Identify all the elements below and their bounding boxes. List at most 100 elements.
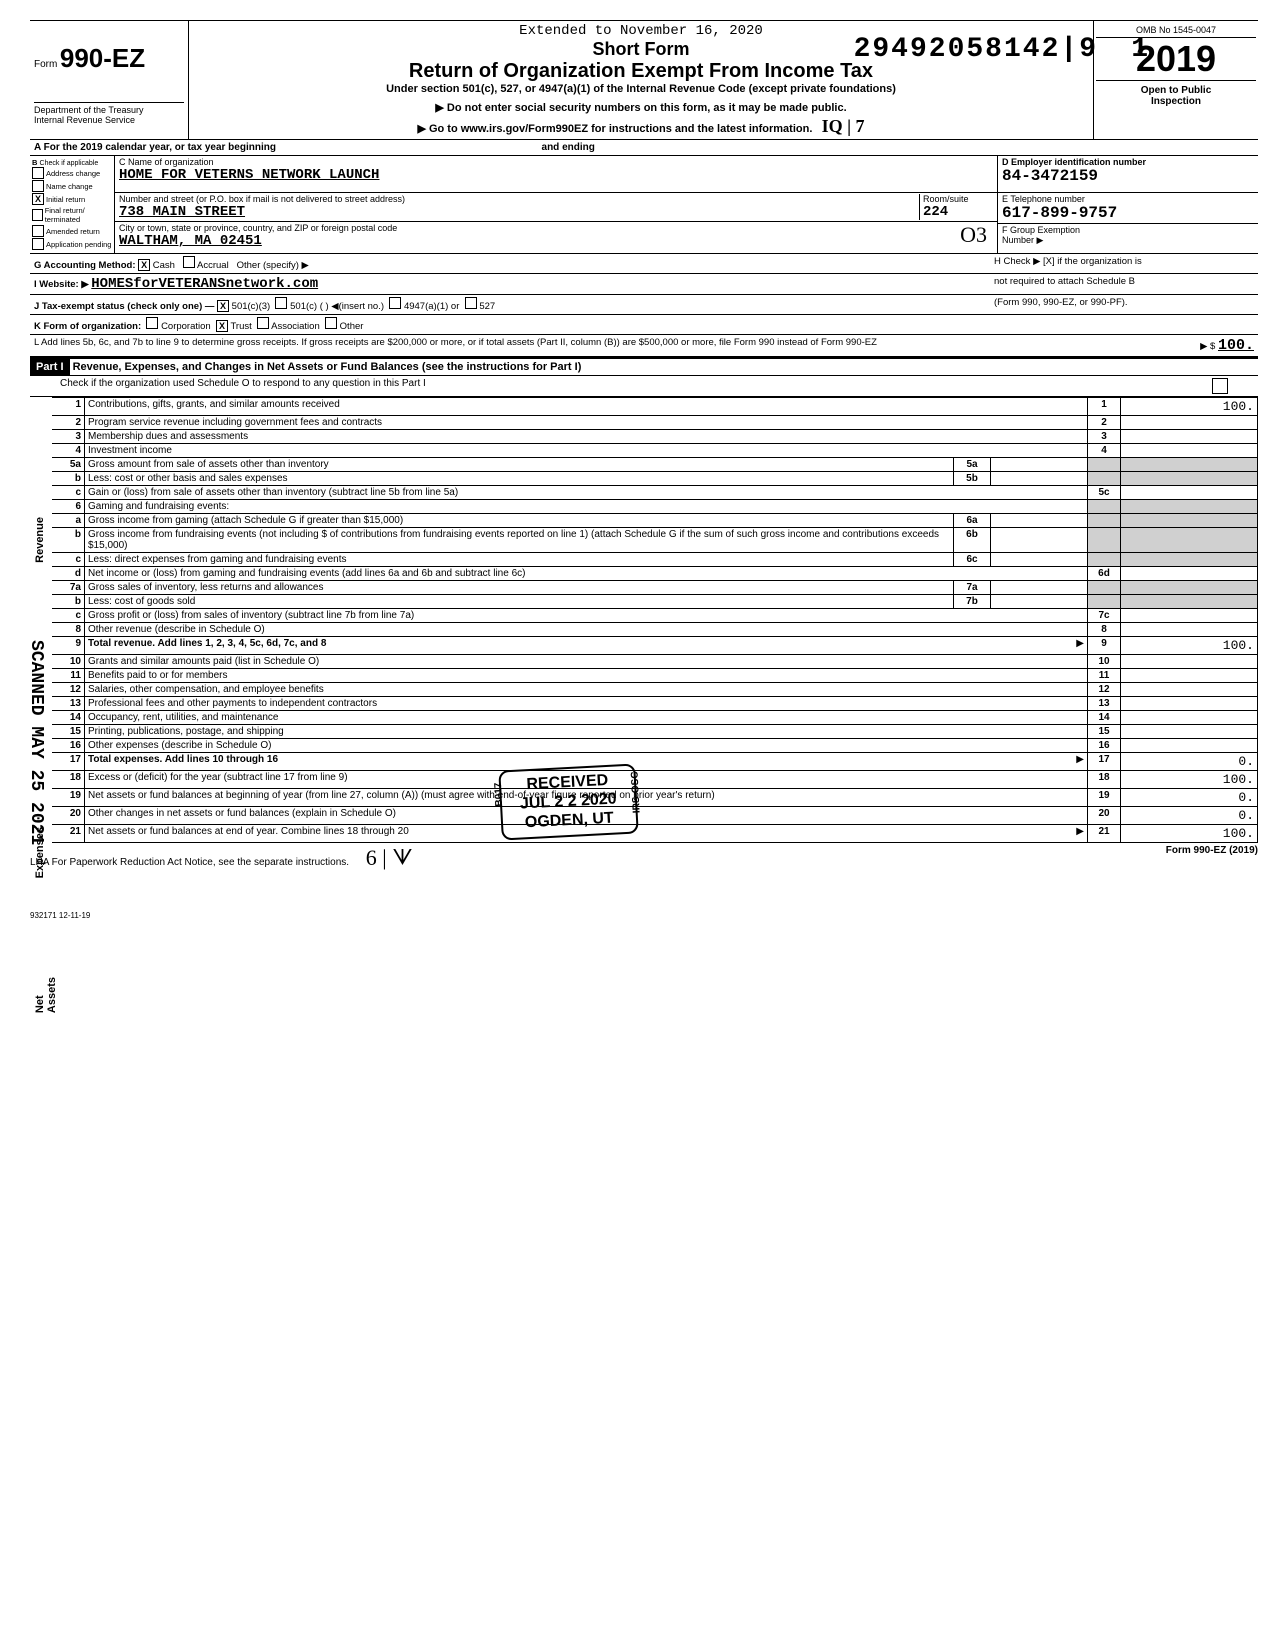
chk-final[interactable] xyxy=(32,209,43,221)
chk-initial[interactable]: X xyxy=(32,193,44,205)
line-11: 11Benefits paid to or for members11 xyxy=(52,669,1258,683)
line-5c: cGain or (loss) from sale of assets othe… xyxy=(52,486,1258,500)
open-public: Open to Public xyxy=(1096,85,1256,96)
line-17: 17Total expenses. Add lines 10 through 1… xyxy=(52,753,1258,771)
lbl-name: Name change xyxy=(46,182,93,191)
row-a: A For the 2019 calendar year, or tax yea… xyxy=(30,140,1258,156)
line-14: 14Occupancy, rent, utilities, and mainte… xyxy=(52,711,1258,725)
g-label: G Accounting Method: xyxy=(34,260,136,271)
chk-schedule-o[interactable] xyxy=(1212,378,1228,394)
org-street: 738 MAIN STREET xyxy=(119,204,919,220)
dln-suffix: 1 xyxy=(1131,34,1148,65)
line-4: 4Investment income4 xyxy=(52,444,1258,458)
col-def: D Employer identification number 84-3472… xyxy=(997,156,1258,253)
line-7b: bLess: cost of goods sold7b xyxy=(52,595,1258,609)
line-g: G Accounting Method: X Cash Accrual Othe… xyxy=(30,254,1258,274)
hand-initials: IQ | 7 xyxy=(822,116,865,136)
line-7a: 7aGross sales of inventory, less returns… xyxy=(52,581,1258,595)
chk-cash[interactable]: X xyxy=(138,259,150,271)
lbl-corp: Corporation xyxy=(161,321,211,332)
room-val: 224 xyxy=(923,204,993,220)
room-label: Room/suite xyxy=(923,194,993,204)
hand-o3: O3 xyxy=(960,222,987,248)
form-page: 29492058142|9 1 Form 990-EZ Department o… xyxy=(30,20,1258,920)
lines-table: 1Contributions, gifts, grants, and simil… xyxy=(52,397,1258,843)
line-10: 10Grants and similar amounts paid (list … xyxy=(52,655,1258,669)
chk-other-org[interactable] xyxy=(325,317,337,329)
chk-name[interactable] xyxy=(32,180,44,192)
lbl-501c3: 501(c)(3) xyxy=(232,301,271,312)
org-name: HOME FOR VETERNS NETWORK LAUNCH xyxy=(119,167,993,183)
chk-pending[interactable] xyxy=(32,238,44,250)
side-revenue: Revenue xyxy=(34,517,46,563)
chk-527[interactable] xyxy=(465,297,477,309)
org-city: WALTHAM, MA 02451 xyxy=(119,233,993,249)
f-sub: Number ▶ xyxy=(1002,235,1254,246)
line-1: 1Contributions, gifts, grants, and simil… xyxy=(52,398,1258,416)
j-label: J Tax-exempt status (check only one) — xyxy=(34,301,214,312)
lines-wrapper: Revenue Expenses Net Assets 1Contributio… xyxy=(30,397,1258,843)
line-7c: cGross profit or (loss) from sales of in… xyxy=(52,609,1258,623)
header-right: OMB No 1545-0047 2019 Open to Public Ins… xyxy=(1093,21,1258,139)
line-6c: cLess: direct expenses from gaming and f… xyxy=(52,553,1258,567)
chk-accrual[interactable] xyxy=(183,256,195,268)
footer: LHA For Paperwork Reduction Act Notice, … xyxy=(30,843,1258,871)
line-12: 12Salaries, other compensation, and empl… xyxy=(52,683,1258,697)
phone: 617-899-9757 xyxy=(1002,204,1254,222)
e-label: E Telephone number xyxy=(1002,194,1254,204)
arrow-line-2: ▶ Go to www.irs.gov/Form990EZ for instru… xyxy=(417,123,812,135)
c-name-label: C Name of organization xyxy=(119,157,993,167)
line-3: 3Membership dues and assessments3 xyxy=(52,430,1258,444)
line-6: 6Gaming and fundraising events: xyxy=(52,500,1258,514)
chk-assoc[interactable] xyxy=(257,317,269,329)
form-ref: Form 990-EZ (2019) xyxy=(1166,845,1258,871)
chk-trust[interactable]: X xyxy=(216,320,228,332)
line-2: 2Program service revenue including gover… xyxy=(52,416,1258,430)
c-city-label: City or town, state or province, country… xyxy=(119,223,993,233)
part1-title: Revenue, Expenses, and Changes in Net As… xyxy=(73,361,582,373)
l-arrow: ▶ $ xyxy=(1200,341,1215,352)
chk-4947[interactable] xyxy=(389,297,401,309)
vendor-code: 932171 12-11-19 xyxy=(30,911,1258,920)
line-21: 21Net assets or fund balances at end of … xyxy=(52,825,1258,843)
form-number: 990-EZ xyxy=(60,43,145,73)
chk-amended[interactable] xyxy=(32,225,44,237)
part1-header: Part I Revenue, Expenses, and Changes in… xyxy=(30,358,1258,376)
line-13: 13Professional fees and other payments t… xyxy=(52,697,1258,711)
h-sub: not required to attach Schedule B xyxy=(994,276,1254,292)
lbl-other-org: Other xyxy=(340,321,364,332)
chk-address[interactable] xyxy=(32,167,44,179)
dept-treasury: Department of the Treasury xyxy=(34,105,184,115)
line-20: 20Other changes in net assets or fund ba… xyxy=(52,807,1258,825)
lbl-initial: Initial return xyxy=(46,195,85,204)
side-netassets: Net Assets xyxy=(34,977,58,1013)
lbl-accrual: Accrual xyxy=(197,260,229,271)
col-b-sub: Check if applicable xyxy=(40,160,99,167)
received-stamp: B017 IRS-OSC RECEIVED JUL 2 2 2020 OGDEN… xyxy=(498,763,638,840)
part1-label: Part I xyxy=(30,359,70,375)
stamp-side-r: IRS-OSC xyxy=(629,771,643,813)
k-label: K Form of organization: xyxy=(34,321,141,332)
lbl-pending: Application pending xyxy=(46,240,111,249)
l-text: L Add lines 5b, 6c, and 7b to line 9 to … xyxy=(34,337,877,348)
lbl-cash: Cash xyxy=(153,260,175,271)
chk-501c[interactable] xyxy=(275,297,287,309)
section-bcdef: B Check if applicable Address change Nam… xyxy=(30,156,1258,254)
lbl-501c: 501(c) ( ) ◀(insert no.) xyxy=(290,301,384,312)
chk-501c3[interactable]: X xyxy=(217,300,229,312)
h-label: H Check ▶ [X] if the organization is xyxy=(994,256,1254,271)
line-5a: 5aGross amount from sale of assets other… xyxy=(52,458,1258,472)
line-6a: aGross income from gaming (attach Schedu… xyxy=(52,514,1258,528)
d-label: D Employer identification number xyxy=(1002,157,1254,167)
form-prefix: Form xyxy=(34,59,57,70)
chk-corp[interactable] xyxy=(146,317,158,329)
lbl-final: Final return/ terminated xyxy=(45,206,112,224)
tax-year: 2019 xyxy=(1096,38,1256,80)
inspection: Inspection xyxy=(1096,96,1256,107)
header-left: Form 990-EZ Department of the Treasury I… xyxy=(30,21,189,139)
c-street-label: Number and street (or P.O. box if mail i… xyxy=(119,194,919,204)
arrow-line-1: ▶ Do not enter social security numbers o… xyxy=(195,101,1087,114)
l-val: 100. xyxy=(1218,337,1254,354)
scanned-stamp: SCANNED MAY 25 2021 xyxy=(26,640,46,845)
line-l: L Add lines 5b, 6c, and 7b to line 9 to … xyxy=(30,335,1258,358)
